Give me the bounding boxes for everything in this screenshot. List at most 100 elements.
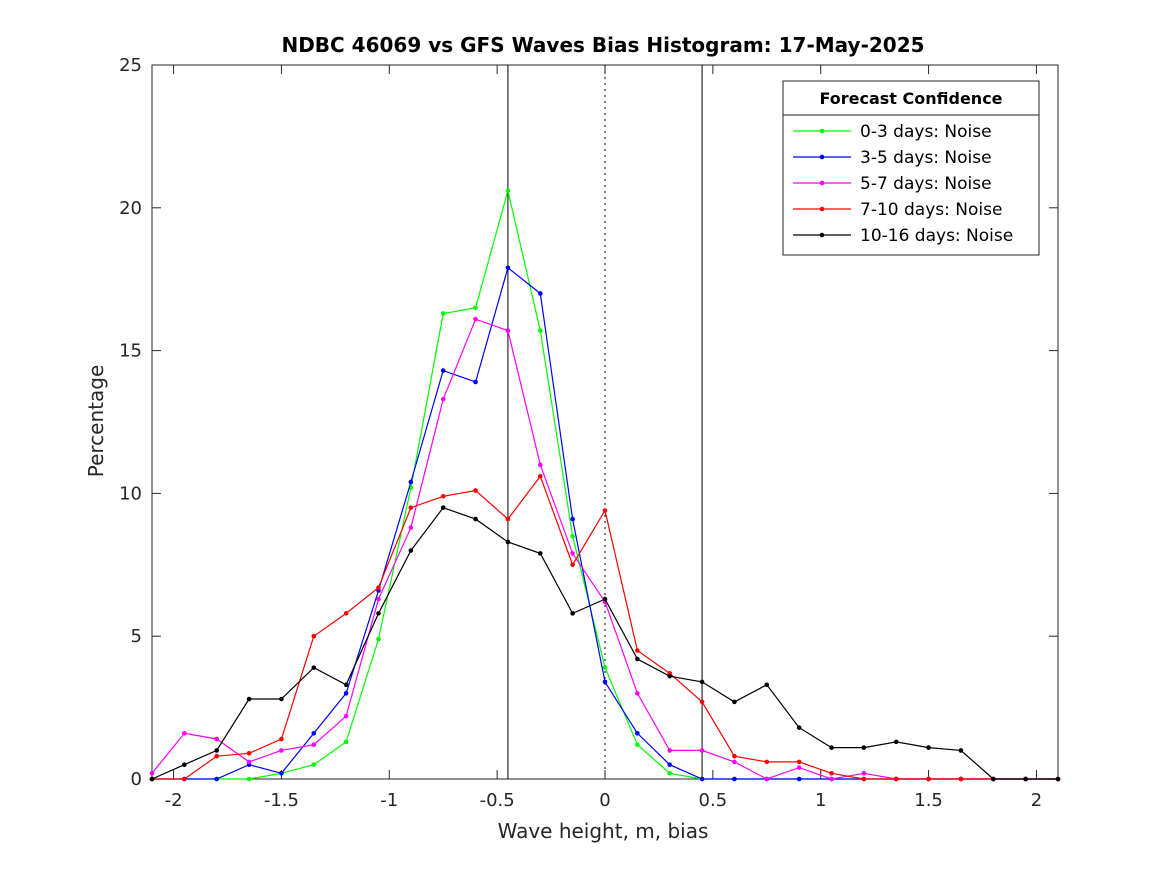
series-2-point xyxy=(311,731,317,736)
series-1-point xyxy=(376,636,381,642)
series-2-point xyxy=(796,776,802,782)
series-1-point xyxy=(440,311,446,316)
series-3-point xyxy=(214,736,220,742)
series-5-point xyxy=(570,611,575,616)
series-1-point xyxy=(667,770,673,776)
y-tick-label: 20 xyxy=(119,198,142,219)
series-3-point xyxy=(764,776,770,782)
series-3-point xyxy=(182,731,187,736)
series-3-point xyxy=(796,765,802,770)
legend-entry-label: 3-5 days: Noise xyxy=(860,148,992,168)
series-4-point xyxy=(893,776,899,782)
series-2-point xyxy=(537,291,543,296)
series-2-point xyxy=(440,368,446,373)
series-3-point xyxy=(343,713,349,719)
y-tick-label: 15 xyxy=(119,341,142,362)
series-5-point xyxy=(635,656,640,662)
series-3-point xyxy=(473,316,478,322)
x-tick-label: -2 xyxy=(165,790,183,811)
series-5-point xyxy=(149,776,155,782)
legend-box xyxy=(782,80,1040,256)
legend-entry-label: 7-10 days: Noise xyxy=(860,200,1002,220)
legend-entry-label: 5-7 days: Noise xyxy=(860,174,992,194)
series-4-point xyxy=(829,770,834,776)
series-5-point xyxy=(829,745,834,750)
series-5-point xyxy=(505,539,511,545)
series-5-point xyxy=(279,696,284,702)
series-5-point xyxy=(861,745,867,750)
series-5-point xyxy=(311,665,317,670)
series-3-point xyxy=(505,328,511,333)
series-5-point xyxy=(182,762,187,768)
legend-title: Forecast Confidence xyxy=(819,89,1002,108)
series-3-point xyxy=(376,596,381,602)
x-tick-label: -1.5 xyxy=(264,790,299,811)
series-4-point xyxy=(214,753,220,759)
series-4-point xyxy=(343,611,349,616)
series-2-point xyxy=(635,731,640,736)
series-1-point xyxy=(537,328,543,333)
series-4-point xyxy=(926,776,931,782)
series-2-point xyxy=(408,479,414,485)
series-5-point xyxy=(214,748,220,753)
x-tick-label: 2 xyxy=(1031,790,1042,811)
legend-swatch-marker xyxy=(819,128,825,134)
series-4-point xyxy=(440,493,446,499)
series-4-point xyxy=(311,633,317,639)
series-4-point xyxy=(537,473,543,479)
series-5-point xyxy=(796,725,802,730)
x-tick-label: -0.5 xyxy=(480,790,515,811)
series-1-point xyxy=(602,665,608,670)
series-4-point xyxy=(861,776,867,782)
chart-title: NDBC 46069 vs GFS Waves Bias Histogram: … xyxy=(281,33,924,57)
series-3-point xyxy=(570,551,575,556)
series-2-point xyxy=(732,776,737,782)
series-3-point xyxy=(311,742,317,748)
series-4-point xyxy=(376,585,381,590)
series-1-point xyxy=(311,762,317,768)
series-5-point xyxy=(893,739,899,745)
y-tick-label: 0 xyxy=(131,769,142,790)
legend-swatch-marker xyxy=(819,154,825,160)
legend-entry-label: 10-16 days: Noise xyxy=(860,226,1013,246)
series-4-point xyxy=(796,759,802,765)
y-tick-label: 5 xyxy=(131,626,142,647)
x-axis-label: Wave height, m, bias xyxy=(498,819,709,843)
series-4-point xyxy=(505,516,511,522)
series-5-point xyxy=(537,551,543,556)
series-2-point xyxy=(602,679,608,685)
series-2-point xyxy=(570,516,575,522)
series-5-point xyxy=(958,748,964,753)
series-1-point xyxy=(343,739,349,745)
series-3-point xyxy=(667,748,673,753)
x-tick-label: 1 xyxy=(815,790,826,811)
series-4-point xyxy=(570,562,575,568)
series-1-point xyxy=(635,742,640,748)
series-5-point xyxy=(343,682,349,688)
series-5-point xyxy=(602,596,608,602)
series-4-point xyxy=(699,699,705,705)
series-1-point xyxy=(473,305,478,311)
series-5-point xyxy=(1023,776,1028,782)
series-2-point xyxy=(699,776,705,782)
series-5-point xyxy=(926,745,931,750)
series-4-point xyxy=(246,750,252,756)
legend: Forecast Confidence 0-3 days: Noise 3-5 da… xyxy=(782,80,1040,256)
series-3-point xyxy=(440,396,446,402)
series-5-point xyxy=(990,776,996,782)
series-5-point xyxy=(699,679,705,685)
series-4-point xyxy=(182,776,187,782)
series-5-point xyxy=(376,611,381,616)
series-4-point xyxy=(602,508,608,513)
y-axis-label: Percentage xyxy=(84,365,108,478)
series-5-point xyxy=(667,673,673,679)
series-4-point xyxy=(408,505,414,510)
legend-swatch-marker xyxy=(819,206,825,212)
legend-swatch-marker xyxy=(819,180,825,186)
series-3-point xyxy=(246,759,252,765)
series-5-point xyxy=(764,682,770,688)
series-4-point xyxy=(635,648,640,653)
series-2-point xyxy=(279,770,284,776)
series-1-point xyxy=(570,533,575,539)
